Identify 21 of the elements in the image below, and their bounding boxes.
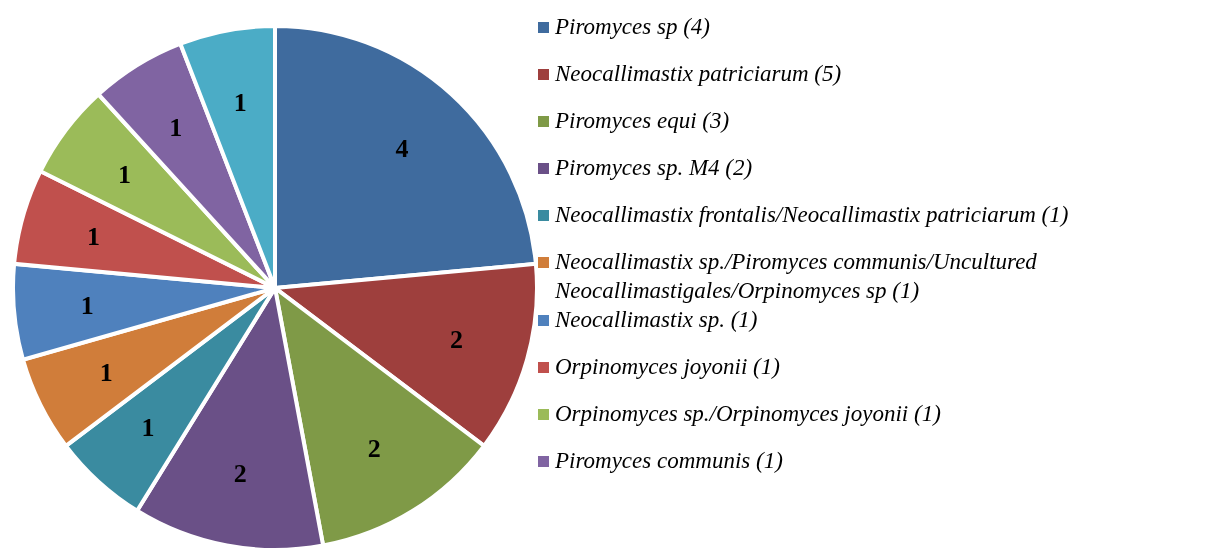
legend-label: Piromyces sp (4) — [555, 13, 710, 41]
data-label: 1 — [169, 113, 183, 143]
data-label: 1 — [117, 159, 131, 189]
data-label: 2 — [449, 325, 463, 355]
data-label: 1 — [80, 290, 94, 320]
legend-label: Orpinomyces sp./Orpinomyces joyonii (1) — [555, 400, 941, 428]
data-label: 4 — [395, 134, 409, 164]
legend-label: Orpinomyces joyonii (1) — [555, 353, 780, 381]
data-label: 2 — [367, 433, 381, 463]
legend-label: Neocallimastix patriciarum (5) — [555, 60, 842, 88]
legend-label: Neocallimastix sp./Piromyces communis/Uncultured Neocallimastigales/Orpinomyces sp (1) — [555, 248, 1038, 305]
data-label: 1 — [87, 221, 101, 251]
legend-label: Piromyces equi (3) — [555, 107, 730, 135]
legend-label: Piromyces sp. M4 (2) — [555, 154, 753, 182]
data-label: 2 — [233, 458, 247, 488]
legend-label: Neocallimastix frontalis/Neocallimastix patriciarum (1) — [555, 201, 1069, 229]
data-label: 1 — [233, 88, 247, 118]
legend-label: Neocallimastix sp. (1) — [555, 306, 758, 334]
data-label: 1 — [141, 412, 155, 442]
data-label: 1 — [99, 357, 113, 387]
legend-label: Piromyces communis (1) — [555, 447, 783, 475]
